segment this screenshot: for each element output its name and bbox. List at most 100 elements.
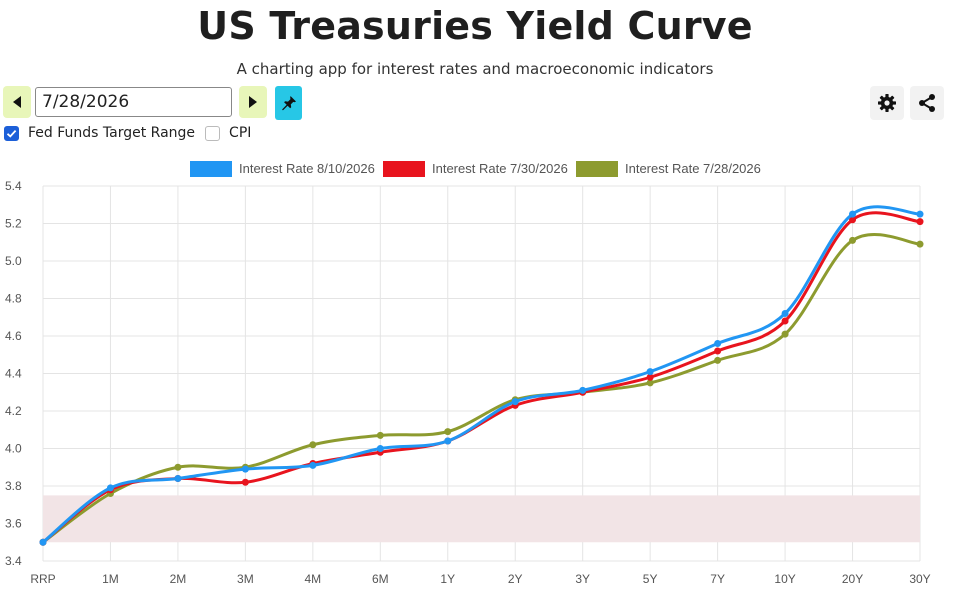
data-point: [916, 240, 924, 248]
fed-funds-label: Fed Funds Target Range: [28, 125, 196, 141]
data-point: [376, 445, 384, 452]
data-point: [781, 317, 789, 325]
data-point: [39, 538, 47, 546]
data-point: [646, 373, 654, 381]
legend-label: Interest Rate 7/28/2026: [625, 161, 761, 176]
share-button[interactable]: [910, 86, 944, 120]
data-point: [781, 310, 789, 317]
data-point: [106, 490, 114, 497]
data-point: [646, 379, 654, 387]
data-point: [39, 538, 47, 546]
x-tick-label: 6M: [372, 572, 389, 586]
y-tick-label: 5.4: [5, 179, 22, 193]
x-tick-label: 2M: [170, 572, 187, 586]
x-tick-label: RRP: [30, 572, 55, 586]
cpi-checkbox[interactable]: [205, 125, 221, 141]
fed-funds-checkbox[interactable]: [4, 125, 19, 141]
x-axis: RRP 1M 2M 3M 4M 6M 1Y 2Y 3Y 5Y 7Y 10Y 20Y 30Y: [30, 572, 930, 586]
data-point: [849, 236, 857, 244]
y-tick-label: 4.4: [5, 367, 22, 381]
x-tick-label: 4M: [305, 572, 322, 586]
y-tick-label: 3.6: [5, 517, 22, 531]
checkmark-icon: [6, 129, 17, 138]
x-tick-label: 1Y: [440, 572, 455, 586]
y-tick-label: 4.0: [5, 442, 22, 456]
data-point: [646, 368, 654, 376]
data-point: [241, 465, 249, 473]
page-subtitle: A charting app for interest rates and ma…: [236, 60, 714, 78]
data-point: [579, 388, 587, 396]
x-tick-label: 30Y: [909, 572, 930, 586]
data-point: [174, 475, 182, 482]
data-point: [916, 218, 924, 226]
data-point: [39, 538, 47, 546]
data-point: [241, 478, 249, 486]
data-point: [916, 210, 924, 218]
date-input[interactable]: [35, 87, 232, 117]
chart-series: [39, 205, 924, 546]
data-point: [309, 441, 317, 449]
chart-grid: [42, 185, 921, 562]
legend-label: Interest Rate 7/30/2026: [432, 161, 568, 176]
data-point: [511, 396, 519, 404]
next-date-button[interactable]: [239, 86, 267, 118]
data-point: [174, 463, 182, 471]
data-point: [714, 356, 722, 364]
y-tick-label: 3.4: [5, 554, 22, 568]
x-tick-label: 3Y: [575, 572, 590, 586]
y-tick-label: 4.6: [5, 329, 22, 343]
data-point: [309, 460, 317, 467]
series-0: [39, 205, 924, 546]
settings-button[interactable]: [870, 86, 904, 120]
indicator-checkboxes: Fed Funds Target Range CPI: [4, 125, 261, 141]
y-tick-label: 4.8: [5, 292, 22, 306]
data-point: [444, 428, 452, 436]
arrow-left-icon: [13, 96, 21, 108]
cpi-label: CPI: [229, 125, 252, 141]
data-point: [241, 463, 249, 471]
legend-label: Interest Rate 8/10/2026: [239, 161, 375, 176]
data-point: [714, 340, 722, 347]
arrow-right-icon: [249, 96, 257, 108]
series-line: [42, 233, 921, 544]
series-line: [42, 211, 921, 544]
data-point: [579, 388, 587, 396]
pin-icon: [281, 96, 296, 111]
data-point: [849, 210, 857, 218]
series-2: [39, 233, 924, 546]
chart-legend: Interest Rate 8/10/2026 Interest Rate 7/3…: [190, 161, 761, 177]
x-tick-label: 1M: [102, 572, 119, 586]
data-point: [106, 486, 114, 494]
page-title: US Treasuries Yield Curve: [197, 4, 753, 48]
y-tick-label: 3.8: [5, 479, 22, 493]
data-point: [781, 330, 789, 338]
data-point: [511, 398, 519, 406]
data-point: [444, 437, 452, 445]
fed-funds-range-band: [43, 495, 920, 543]
data-point: [511, 401, 519, 409]
legend-swatch: [576, 161, 618, 177]
y-axis: 3.4 3.6 3.8 4.0 4.2 4.4 4.6 4.8 5.0 5.2 5.4: [5, 179, 22, 568]
series-1: [39, 211, 924, 546]
x-tick-label: 5Y: [643, 572, 658, 586]
legend-swatch: [190, 161, 232, 177]
gear-icon: [878, 94, 896, 112]
x-tick-label: 10Y: [774, 572, 795, 586]
legend-swatch: [383, 161, 425, 177]
x-tick-label: 7Y: [710, 572, 725, 586]
data-point: [106, 484, 114, 492]
y-tick-label: 5.0: [5, 254, 22, 268]
x-tick-label: 20Y: [842, 572, 863, 586]
data-point: [174, 475, 182, 482]
prev-date-button[interactable]: [3, 86, 31, 118]
pin-button[interactable]: [275, 86, 302, 120]
share-icon: [919, 94, 935, 112]
y-tick-label: 4.2: [5, 404, 22, 418]
x-tick-label: 2Y: [508, 572, 523, 586]
x-tick-label: 3M: [237, 572, 254, 586]
data-point: [849, 216, 857, 224]
data-point: [444, 437, 452, 445]
data-point: [309, 461, 317, 469]
data-point: [579, 386, 587, 394]
data-point: [376, 431, 384, 439]
